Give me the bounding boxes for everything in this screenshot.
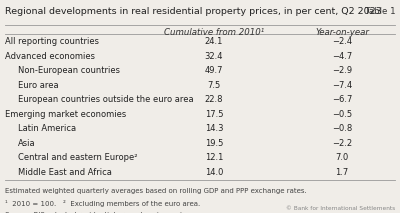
Text: 7.0: 7.0	[335, 153, 349, 162]
Text: Middle East and Africa: Middle East and Africa	[18, 168, 112, 177]
Text: Advanced economies: Advanced economies	[5, 52, 95, 61]
Text: −4.7: −4.7	[332, 52, 352, 61]
Text: −0.8: −0.8	[332, 124, 352, 133]
Text: Cumulative from 2010¹: Cumulative from 2010¹	[164, 28, 264, 37]
Text: 49.7: 49.7	[205, 66, 223, 75]
Text: 1.7: 1.7	[335, 168, 349, 177]
Text: Estimated weighted quarterly averages based on rolling GDP and PPP exchange rate: Estimated weighted quarterly averages ba…	[5, 188, 306, 194]
Text: 14.3: 14.3	[205, 124, 223, 133]
Text: 17.5: 17.5	[205, 110, 223, 119]
Text: 24.1: 24.1	[205, 37, 223, 46]
Text: 12.1: 12.1	[205, 153, 223, 162]
Text: Non-European countries: Non-European countries	[18, 66, 120, 75]
Text: 19.5: 19.5	[205, 139, 223, 148]
Text: Euro area: Euro area	[18, 81, 58, 90]
Text: European countries outside the euro area: European countries outside the euro area	[18, 95, 193, 104]
Text: Regional developments in real residential property prices, in per cent, Q2 2023: Regional developments in real residentia…	[5, 7, 382, 16]
Text: 32.4: 32.4	[205, 52, 223, 61]
Text: © Bank for International Settlements: © Bank for International Settlements	[286, 206, 395, 211]
Text: 22.8: 22.8	[205, 95, 223, 104]
Text: −0.5: −0.5	[332, 110, 352, 119]
Text: Table 1: Table 1	[364, 7, 395, 16]
Text: ¹  2010 = 100.   ²  Excluding members of the euro area.: ¹ 2010 = 100. ² Excluding members of the…	[5, 200, 200, 207]
Text: −6.7: −6.7	[332, 95, 352, 104]
Text: All reporting countries: All reporting countries	[5, 37, 99, 46]
Text: Source: BIS selected residential property price series.: Source: BIS selected residential propert…	[5, 212, 192, 213]
Text: −2.4: −2.4	[332, 37, 352, 46]
Text: Emerging market economies: Emerging market economies	[5, 110, 126, 119]
Text: 14.0: 14.0	[205, 168, 223, 177]
Text: Year-on-year: Year-on-year	[315, 28, 369, 37]
Text: Asia: Asia	[18, 139, 35, 148]
Text: Central and eastern Europe²: Central and eastern Europe²	[18, 153, 137, 162]
Text: −2.9: −2.9	[332, 66, 352, 75]
Text: Latin America: Latin America	[18, 124, 76, 133]
Text: 7.5: 7.5	[207, 81, 221, 90]
Text: −2.2: −2.2	[332, 139, 352, 148]
Text: −7.4: −7.4	[332, 81, 352, 90]
